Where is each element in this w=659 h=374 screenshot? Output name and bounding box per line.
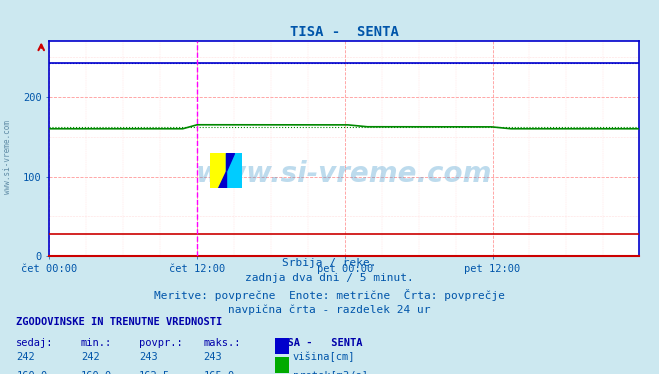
Text: 162,5: 162,5 <box>139 371 170 374</box>
Polygon shape <box>226 153 242 188</box>
Text: 243: 243 <box>139 352 158 362</box>
Text: 242: 242 <box>81 352 100 362</box>
Text: navpična črta - razdelek 24 ur: navpična črta - razdelek 24 ur <box>228 304 431 315</box>
Text: povpr.:: povpr.: <box>139 338 183 348</box>
Polygon shape <box>210 153 226 188</box>
Text: maks.:: maks.: <box>204 338 241 348</box>
Title: TISA -  SENTA: TISA - SENTA <box>290 25 399 39</box>
Text: 160,0: 160,0 <box>81 371 112 374</box>
Text: 242: 242 <box>16 352 35 362</box>
Text: pretok[m3/s]: pretok[m3/s] <box>293 371 368 374</box>
Text: Srbija / reke.: Srbija / reke. <box>282 258 377 268</box>
FancyBboxPatch shape <box>275 338 289 354</box>
Text: Meritve: povprečne  Enote: metrične  Črta: povprečje: Meritve: povprečne Enote: metrične Črta:… <box>154 289 505 301</box>
FancyBboxPatch shape <box>275 357 289 373</box>
Text: TISA -   SENTA: TISA - SENTA <box>275 338 362 348</box>
Text: ZGODOVINSKE IN TRENUTNE VREDNOSTI: ZGODOVINSKE IN TRENUTNE VREDNOSTI <box>16 317 223 327</box>
Text: www.si-vreme.com: www.si-vreme.com <box>3 120 13 194</box>
Text: zadnja dva dni / 5 minut.: zadnja dva dni / 5 minut. <box>245 273 414 283</box>
Text: višina[cm]: višina[cm] <box>293 352 355 362</box>
Text: min.:: min.: <box>81 338 112 348</box>
Text: 243: 243 <box>204 352 222 362</box>
Text: 165,0: 165,0 <box>204 371 235 374</box>
Text: www.si-vreme.com: www.si-vreme.com <box>196 160 492 188</box>
Text: 160,0: 160,0 <box>16 371 47 374</box>
Polygon shape <box>226 153 234 171</box>
Polygon shape <box>218 171 226 188</box>
Text: sedaj:: sedaj: <box>16 338 54 348</box>
